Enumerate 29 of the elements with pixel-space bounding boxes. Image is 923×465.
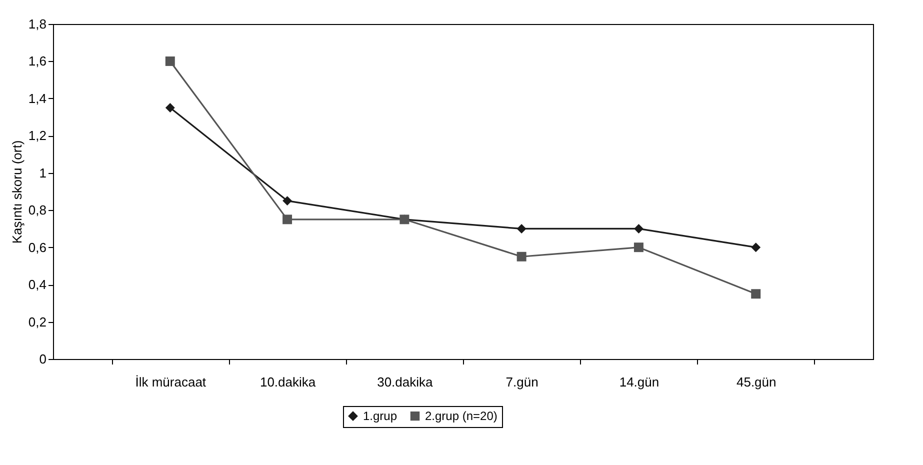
point (282, 214, 292, 224)
x-tick-label: 7.gün (506, 374, 538, 390)
y-tick-label: 1,6 (28, 54, 46, 69)
point (751, 242, 761, 252)
y-tick-label: 0 (39, 352, 46, 366)
y-tick-label: 1,2 (28, 128, 46, 144)
legend-label: 1.grup (363, 409, 398, 424)
y-tick-label: 1 (39, 165, 46, 180)
y-tick-label: 0,4 (28, 277, 46, 292)
x-tick-label: 30.dakika (377, 374, 434, 390)
point (165, 56, 175, 66)
y-tick-label: 1,4 (28, 90, 46, 106)
point (751, 289, 761, 299)
y-tick-label: 0,8 (28, 202, 46, 218)
legend-label: 2.grup (n=20) (425, 409, 498, 424)
point (516, 252, 526, 262)
x-tick-label: 45.gün (736, 374, 776, 390)
x-tick-label: 10.dakika (260, 374, 316, 390)
point (634, 224, 644, 234)
y-tick-label: 0,6 (28, 240, 46, 255)
y-tick-label: 0,2 (28, 314, 46, 330)
point (165, 103, 175, 112)
x-tick-label: İlk müracaat (135, 374, 206, 390)
point (516, 224, 526, 234)
y-tick-label: 1,8 (28, 16, 46, 32)
point (634, 242, 644, 252)
y-axis-title: Kaşıntı skoru (ort) (9, 140, 24, 244)
point (282, 196, 292, 206)
x-tick-label: 14.gün (619, 374, 660, 390)
